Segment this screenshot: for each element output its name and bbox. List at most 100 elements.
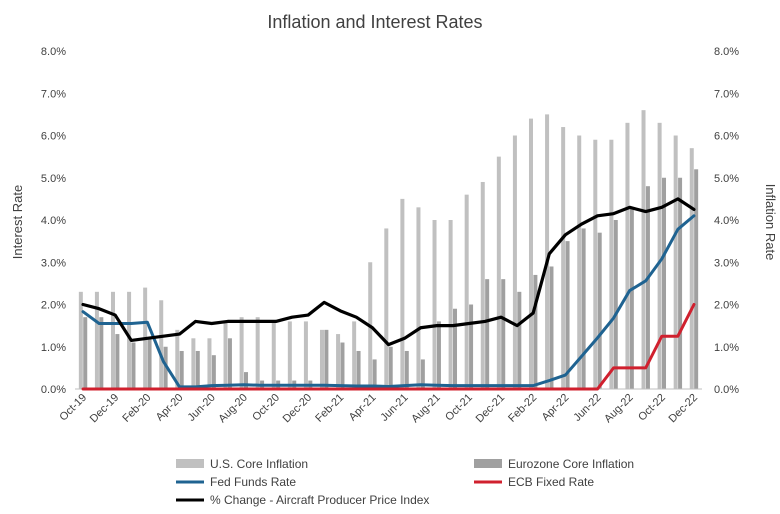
- us-core-bar: [496, 156, 501, 390]
- y-tick-label-left: 5.0%: [41, 173, 66, 185]
- us-core-bar: [223, 321, 228, 389]
- eurozone-core-bar: [83, 317, 88, 389]
- y-tick-label-right: 7.0%: [714, 88, 739, 100]
- y-tick-label-right: 0.0%: [714, 384, 739, 396]
- us-core-bar: [255, 317, 260, 389]
- eurozone-core-bar: [517, 291, 522, 389]
- x-tick-label: Feb-22: [506, 392, 539, 425]
- eurozone-core-bar: [211, 355, 216, 389]
- y-tick-label-left: 0.0%: [41, 384, 66, 396]
- us-core-bar: [512, 135, 517, 389]
- us-core-bar: [191, 338, 196, 389]
- eurozone-core-bar: [678, 177, 683, 389]
- x-tick-label: Aug-22: [602, 392, 636, 426]
- legend: U.S. Core Inflation Eurozone Core Inflati…: [176, 457, 634, 507]
- eurozone-core-bar: [629, 207, 634, 389]
- x-tick-label: Feb-20: [120, 392, 153, 425]
- y-tick-label-left: 6.0%: [41, 131, 66, 143]
- y-tick-label-left: 7.0%: [41, 88, 66, 100]
- x-tick-label: Aug-20: [216, 392, 250, 426]
- eurozone-core-bar: [131, 342, 136, 389]
- lines-group: [81, 197, 696, 391]
- eurozone-core-bar: [485, 279, 490, 389]
- us-core-bar: [352, 321, 357, 389]
- eurozone-core-bar: [227, 338, 232, 389]
- us-core-bar: [416, 207, 421, 389]
- us-core-bar: [689, 148, 694, 389]
- eurozone-core-bar: [453, 308, 458, 389]
- us-core-bar: [159, 300, 164, 389]
- legend-label: % Change - Aircraft Producer Price Index: [210, 493, 429, 507]
- y-tick-label-left: 8.0%: [41, 46, 66, 58]
- eurozone-core-bar: [372, 359, 377, 389]
- y-tick-label-right: 8.0%: [714, 46, 739, 58]
- eurozone-core-bar: [99, 317, 104, 389]
- y-tick-label-left: 1.0%: [41, 342, 66, 354]
- y-tick-label-right: 4.0%: [714, 215, 739, 227]
- y-tick-label-right: 5.0%: [714, 173, 739, 185]
- eurozone-core-bar: [533, 274, 538, 389]
- legend-fed-funds: Fed Funds Rate: [176, 475, 296, 489]
- eurozone-core-bar: [324, 329, 329, 389]
- us-core-bar: [673, 135, 678, 389]
- eurozone-core-bar: [404, 350, 409, 389]
- us-core-bar: [336, 334, 341, 389]
- us-core-bar: [593, 139, 598, 389]
- eurozone-core-bar: [115, 334, 120, 389]
- us-core-bar: [287, 321, 292, 389]
- legend-eurozone-core: Eurozone Core Inflation: [474, 457, 634, 471]
- eurozone-core-bar: [195, 350, 200, 389]
- x-tick-label: Apr-21: [347, 392, 379, 424]
- y-tick-label-left: 2.0%: [41, 300, 66, 312]
- us-core-bar: [480, 181, 485, 389]
- eurozone-core-bar: [420, 359, 425, 389]
- eurozone-core-bar: [662, 177, 667, 389]
- aircraft-ppi-line: [81, 197, 696, 347]
- eurozone-core-bar: [597, 232, 602, 389]
- us-core-bar: [625, 122, 630, 389]
- x-tick-label: Oct-21: [443, 392, 475, 424]
- us-core-bar: [239, 317, 244, 389]
- y-axis-left-title: Interest Rate: [10, 185, 25, 259]
- x-tick-label: Apr-20: [154, 392, 186, 424]
- us-core-bar: [528, 118, 533, 389]
- us-core-bar: [384, 228, 389, 389]
- legend-label: U.S. Core Inflation: [210, 457, 308, 471]
- us-core-bar: [303, 321, 308, 389]
- eurozone-core-bar: [501, 279, 506, 389]
- y-tick-label-left: 3.0%: [41, 257, 66, 269]
- fed-funds-line: [81, 214, 696, 389]
- eurozone-core-bar: [163, 346, 168, 389]
- legend-label: ECB Fixed Rate: [508, 475, 594, 489]
- us-core-bar: [94, 291, 99, 389]
- legend-label: Eurozone Core Inflation: [508, 457, 634, 471]
- legend-aircraft-ppi: % Change - Aircraft Producer Price Index: [176, 493, 429, 507]
- x-tick-label: Dec-21: [474, 392, 508, 426]
- y-axis-left: 0.0% 1.0% 2.0% 3.0% 4.0% 5.0% 6.0% 7.0% 8.0%: [41, 46, 66, 396]
- us-core-bar: [78, 291, 83, 389]
- us-core-bar: [319, 329, 324, 389]
- x-tick-label: Jun-20: [186, 392, 218, 424]
- x-tick-label: Jun-21: [378, 392, 410, 424]
- us-core-bar: [577, 135, 582, 389]
- x-tick-label: Aug-21: [409, 392, 443, 426]
- legend-ecb-fixed: ECB Fixed Rate: [474, 475, 594, 489]
- eurozone-core-bar: [581, 228, 586, 389]
- x-tick-label: Feb-21: [313, 392, 346, 425]
- us-core-bar: [448, 220, 453, 389]
- y-tick-label-right: 2.0%: [714, 300, 739, 312]
- us-core-bar: [400, 198, 405, 390]
- us-core-bar: [207, 338, 212, 389]
- chart-title: Inflation and Interest Rates: [267, 12, 482, 32]
- legend-swatch: [176, 459, 204, 468]
- eurozone-core-bar: [613, 220, 618, 389]
- eurozone-core-bar: [565, 241, 570, 390]
- y-tick-label-left: 4.0%: [41, 215, 66, 227]
- us-core-bar: [561, 127, 566, 390]
- eurozone-core-bar: [469, 304, 474, 389]
- x-tick-label: Dec-19: [88, 392, 122, 426]
- us-core-bar: [657, 122, 662, 389]
- us-core-bar: [175, 329, 180, 389]
